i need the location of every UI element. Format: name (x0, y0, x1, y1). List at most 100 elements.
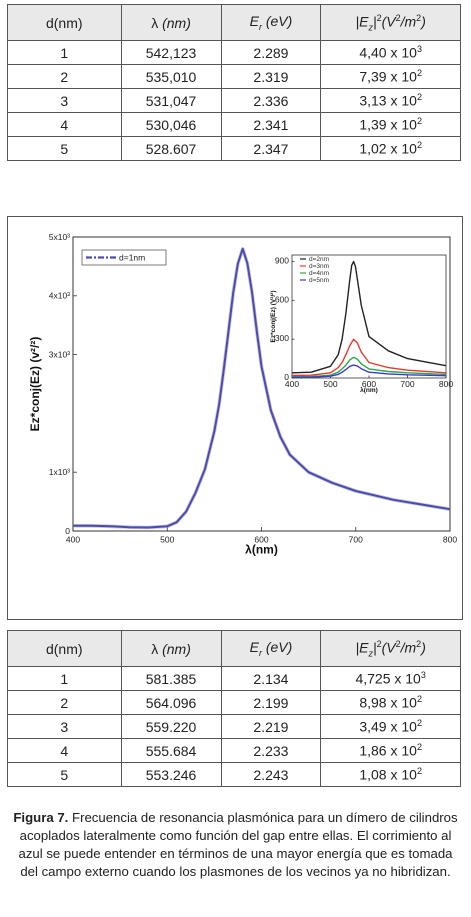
cell-field: 3,13 x 102 (320, 88, 461, 113)
inset-series-line-d=2nm (291, 260, 447, 374)
results-table-top: d(nm) λ (nm) Er (eV) |Ez|2(V2/m2) 1 542,1… (7, 4, 461, 161)
cell-lambda: 531,047 (120, 88, 222, 113)
main-x-tick-label: 800 (443, 535, 457, 545)
cell-energy: 2.134 (220, 666, 322, 691)
cell-energy: 2.199 (220, 690, 322, 715)
cell-energy: 2.289 (220, 40, 322, 65)
results-table-bottom: d(nm) λ (nm) Er (eV) |Ez|2(V2/m2) 1 581.3… (7, 630, 461, 787)
header-lambda: λ (nm) (120, 4, 222, 41)
table-header-row: d(nm) λ (nm) Er (eV) |Ez|2(V2/m2) (7, 4, 461, 41)
main-x-tick-label: 600 (254, 535, 268, 545)
main-legend-label: d=1nm (119, 253, 145, 263)
inset-series-line-d=3nm (291, 338, 447, 377)
inset-legend-label: d=3nm (309, 263, 329, 270)
cell-d: 2 (7, 690, 122, 715)
cell-field: 4,725 x 103 (320, 666, 461, 691)
cell-energy: 2.233 (220, 738, 322, 763)
main-legend-box (81, 249, 167, 266)
table-row: 4 555.684 2.233 1,86 x 102 (7, 738, 461, 763)
caption-text: Frecuencia de resonancia plasmónica para… (18, 810, 458, 879)
cell-energy: 2.341 (220, 112, 322, 137)
cell-field: 3,49 x 102 (320, 714, 461, 739)
inset-y-tick-label: 300 (275, 333, 289, 343)
inset-y-tick-label: 0 (284, 372, 289, 382)
cell-d: 4 (7, 112, 122, 137)
header-field: |Ez|2(V2/m2) (320, 630, 461, 667)
inset-y-tick-label: 900 (275, 255, 289, 265)
cell-energy: 2.336 (220, 88, 322, 113)
table-row: 1 581.385 2.134 4,725 x 103 (7, 666, 461, 691)
inset-x-tick-label: 800 (439, 379, 453, 389)
table-row: 1 542,123 2.289 4,40 x 103 (7, 40, 461, 65)
cell-lambda: 553.246 (120, 762, 222, 787)
table-row: 3 531,047 2.336 3,13 x 102 (7, 88, 461, 113)
cell-lambda: 559.220 (120, 714, 222, 739)
table-row: 3 559.220 2.219 3,49 x 102 (7, 714, 461, 739)
inset-x-tick-label: 700 (400, 379, 414, 389)
cell-d: 4 (7, 738, 122, 763)
main-y-tick-label: 5x10³ (49, 232, 70, 242)
header-field: |Ez|2(V2/m2) (320, 4, 461, 41)
main-x-axis-label: λ(nm) (245, 543, 278, 557)
inset-axes: 400 500 600 700 800 0 300 600 900 λ(nm) Ez*conj(Ez… (270, 254, 453, 394)
cell-lambda: 542,123 (120, 40, 222, 65)
cell-d: 3 (7, 88, 122, 113)
cell-energy: 2.347 (220, 136, 322, 161)
main-plot-area (72, 247, 451, 530)
table-row: 5 553.246 2.243 1,08 x 102 (7, 762, 461, 787)
cell-d: 1 (7, 666, 122, 691)
inset-frame (291, 254, 447, 379)
main-y-tick-label: 1x10³ (49, 467, 70, 477)
inset-x-axis-label: λ(nm) (360, 386, 378, 394)
header-d: d(nm) (7, 4, 122, 41)
cell-lambda: 564.096 (120, 690, 222, 715)
cell-lambda: 528.607 (120, 136, 222, 161)
inset-legend-label: d=2nm (309, 256, 329, 263)
caption-label: Figura 7. (13, 810, 69, 825)
inset-legend-label: d=5nm (309, 277, 329, 284)
table-row: 5 528.607 2.347 1,02 x 102 (7, 136, 461, 161)
cell-field: 1,39 x 102 (320, 112, 461, 137)
cell-field: 8,98 x 102 (320, 690, 461, 715)
cell-field: 7,39 x 102 (320, 64, 461, 89)
inset-x-tick-label: 400 (285, 379, 299, 389)
table-header-row: d(nm) λ (nm) Er (eV) |Ez|2(V2/m2) (7, 630, 461, 667)
cell-field: 4,40 x 103 (320, 40, 461, 65)
cell-d: 2 (7, 64, 122, 89)
cell-field: 1,02 x 102 (320, 136, 461, 161)
table-row: 2 564.096 2.199 8,98 x 102 (7, 690, 461, 715)
inset-x-tick-label: 500 (323, 379, 337, 389)
cell-d: 3 (7, 714, 122, 739)
main-x-tick-label: 500 (160, 535, 174, 545)
main-y-tick-label: 4x10³ (49, 291, 70, 301)
inset-legend-label: d=4nm (309, 270, 329, 277)
inset-plot-area (291, 260, 447, 379)
cell-d: 5 (7, 136, 122, 161)
cell-lambda: 530,046 (120, 112, 222, 137)
inset-series-line-d=5nm (291, 364, 447, 379)
inset-y-tick-label: 600 (275, 294, 289, 304)
header-d: d(nm) (7, 630, 122, 667)
main-x-tick-label: 700 (349, 535, 363, 545)
cell-energy: 2.219 (220, 714, 322, 739)
main-y-tick-label: 0 (65, 526, 70, 536)
inset-x-tick-label: 600 (362, 379, 376, 389)
cell-lambda: 555.684 (120, 738, 222, 763)
figure-panel: 400 500 600 700 800 0 1x10³ 3x10³ 4x10³ 5x10³ λ(nm… (7, 216, 463, 620)
main-x-tick-label: 400 (66, 535, 80, 545)
cell-lambda: 581.385 (120, 666, 222, 691)
main-y-axis-label: Ez*conj(Ez) (v²/²) (28, 337, 42, 432)
figure-caption: Figura 7. Frecuencia de resonancia plasm… (10, 809, 461, 881)
cell-field: 1,86 x 102 (320, 738, 461, 763)
cell-field: 1,08 x 102 (320, 762, 461, 787)
cell-energy: 2.319 (220, 64, 322, 89)
cell-lambda: 535,010 (120, 64, 222, 89)
cell-d: 1 (7, 40, 122, 65)
header-lambda: λ (nm) (120, 630, 222, 667)
header-energy: Er (eV) (220, 4, 322, 41)
inset-y-axis-label: Ez*conj(Ez) (V²/²) (270, 291, 277, 343)
main-y-tick-label: 3x10³ (49, 349, 70, 359)
table-row: 2 535,010 2.319 7,39 x 102 (7, 64, 461, 89)
cell-energy: 2.243 (220, 762, 322, 787)
table-row: 4 530,046 2.341 1,39 x 102 (7, 112, 461, 137)
